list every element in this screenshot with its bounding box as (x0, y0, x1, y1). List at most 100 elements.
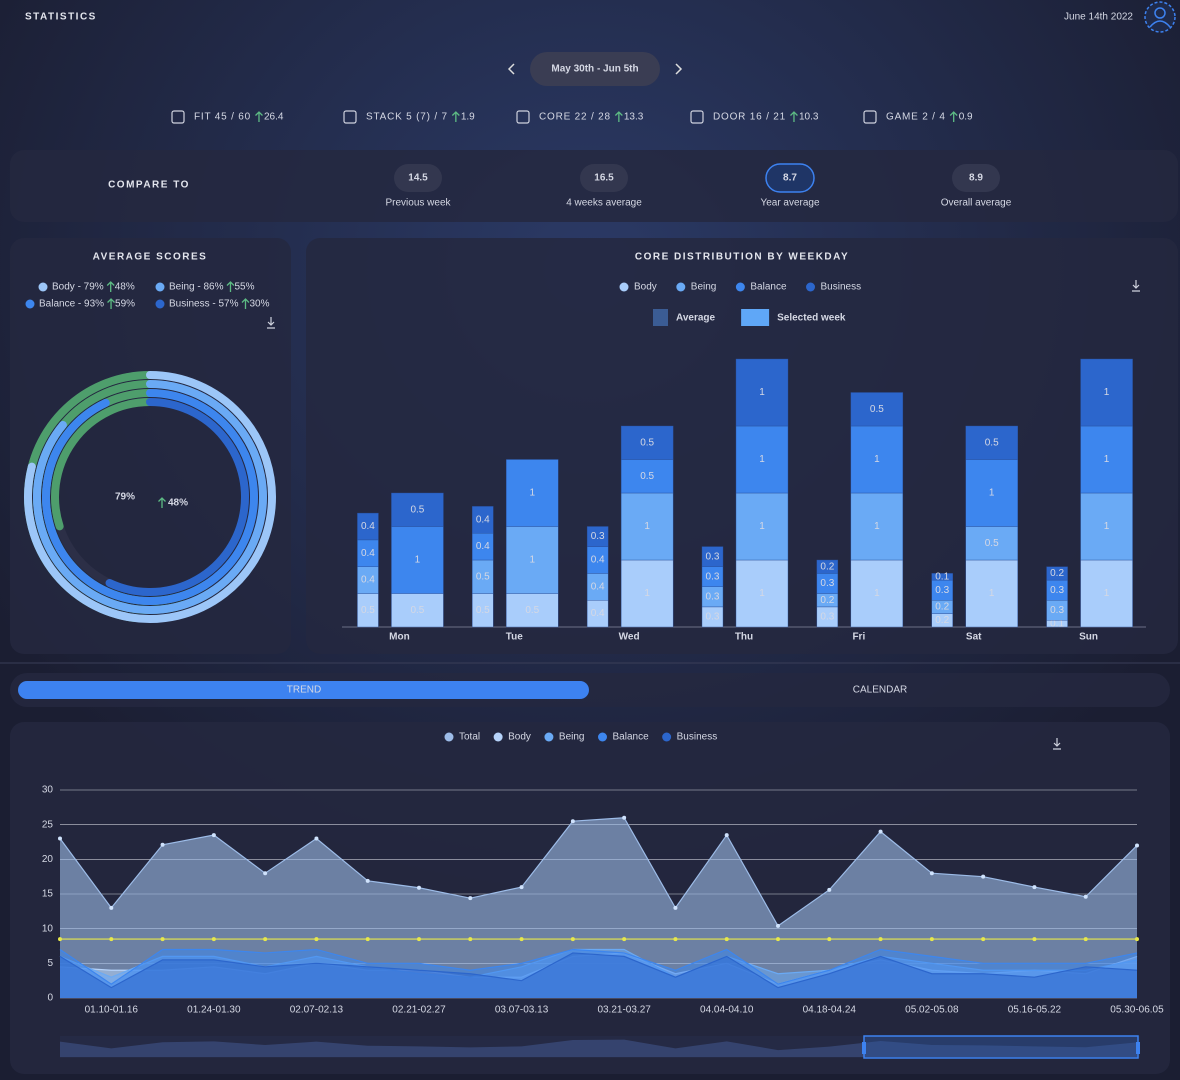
x-tick-label: 05.16-05.22 (1008, 1005, 1062, 1016)
tab[interactable]: CALENDAR (853, 685, 907, 696)
bar-value: 0.5 (361, 605, 375, 616)
point (827, 887, 832, 892)
x-tick-label: 04.18-04.24 (803, 1005, 857, 1016)
legend-change: 48% (115, 282, 135, 293)
week-label: May 30th - Jun 5th (551, 64, 638, 75)
bar-value: 0.1 (1050, 618, 1064, 629)
point (109, 905, 114, 910)
bar-segment (850, 425, 904, 494)
metric-icon (171, 110, 185, 124)
legend-label: Balance - 93% (39, 299, 104, 310)
bar-segment (701, 546, 724, 567)
x-tick-label: 05.30-06.05 (1110, 1005, 1164, 1016)
point (1032, 885, 1037, 890)
bar-value: 1 (644, 521, 650, 532)
bar-value: 0.4 (361, 575, 375, 586)
bar-value: 0.5 (640, 437, 654, 448)
bar-segment (965, 526, 1018, 561)
bar-segment (506, 526, 559, 594)
bar-value: 0.4 (591, 555, 605, 566)
reference-point (160, 937, 165, 942)
bar-value: 0.5 (870, 404, 884, 415)
legend-label: Balance (613, 732, 650, 743)
page-title: STATISTICS (25, 12, 97, 23)
bar-value: 1 (759, 588, 765, 599)
legend-dot (493, 732, 503, 742)
metric-change: 1.9 (461, 112, 475, 123)
tab[interactable]: TREND (287, 685, 321, 696)
legend-swatch (741, 309, 770, 326)
week-pill[interactable] (530, 52, 660, 86)
up-arrow (451, 111, 460, 122)
up-arrow (949, 111, 958, 122)
x-tick-label: Tue (506, 632, 523, 643)
x-tick-label: 01.10-01.16 (85, 1005, 139, 1016)
legend-dot (38, 282, 48, 292)
point (1135, 843, 1139, 848)
bar-value: 1 (874, 521, 880, 532)
bar-value: 0.3 (1050, 605, 1064, 616)
reference-point (109, 937, 114, 942)
date: June 14th 2022 (1064, 12, 1133, 23)
y-tick-label: 25 (42, 819, 54, 830)
legend-dot (676, 282, 686, 292)
bar-segment (620, 459, 674, 494)
bar-segment (816, 559, 839, 574)
bar-segment (850, 392, 904, 427)
x-tick-label: 04.04-04.10 (700, 1005, 754, 1016)
bar-value: 0.4 (476, 541, 490, 552)
up-arrow (241, 298, 250, 309)
bar-value: 0.3 (935, 585, 949, 596)
point (929, 871, 934, 876)
bar-segment (391, 526, 444, 594)
bar-value: 0.5 (985, 538, 999, 549)
up-arrow (106, 281, 115, 292)
tab-active (18, 681, 589, 699)
bar-value: 0.4 (361, 548, 375, 559)
metric-icon (690, 110, 704, 124)
legend-label: Being - 86% (169, 282, 224, 293)
bar-value: 1 (530, 555, 536, 566)
up-arrow (255, 111, 263, 122)
y-tick-label: 30 (42, 785, 54, 796)
next-week[interactable] (675, 63, 683, 75)
bar-value: 0.5 (476, 605, 490, 616)
bar-segment (735, 358, 789, 427)
legend-dot (444, 732, 454, 742)
bar-segment (850, 559, 904, 628)
metric-label: DOOR 16 / 21 (713, 112, 786, 123)
metric-icon (863, 110, 877, 124)
bar-segment (965, 559, 1018, 628)
bar-segment (391, 492, 444, 527)
bar-value: 1 (989, 588, 995, 599)
avatar[interactable] (1144, 1, 1176, 33)
compare-value: 14.5 (408, 173, 428, 184)
reference-point (365, 937, 370, 942)
x-tick-label: Wed (619, 632, 640, 643)
point (1083, 894, 1088, 899)
bar-value: 0.3 (591, 531, 605, 542)
series-line (59, 948, 1138, 985)
point (724, 833, 729, 838)
x-tick-label: Sun (1079, 632, 1098, 643)
bar-segment (472, 506, 494, 534)
legend-dot (598, 732, 607, 742)
navigator-handle[interactable] (1136, 1042, 1140, 1054)
legend-dot (619, 282, 629, 292)
y-tick-label: 5 (47, 958, 53, 969)
ring-change (51, 398, 154, 531)
x-tick-label: 03.21-03.27 (597, 1005, 651, 1016)
x-tick-label: Mon (389, 632, 410, 643)
download-icons[interactable] (267, 280, 1140, 750)
bar-segment (506, 593, 559, 628)
navigator-selection[interactable] (863, 1035, 1139, 1059)
legend-label: Business - 57% (169, 299, 239, 310)
point (160, 842, 165, 847)
scores-panel (10, 238, 291, 654)
navigator-handle[interactable] (862, 1042, 866, 1054)
x-tick-label: 02.07-02.13 (290, 1005, 344, 1016)
bar-segment (931, 573, 953, 581)
prev-week[interactable] (507, 63, 515, 75)
bar-value: 0.3 (706, 612, 720, 623)
